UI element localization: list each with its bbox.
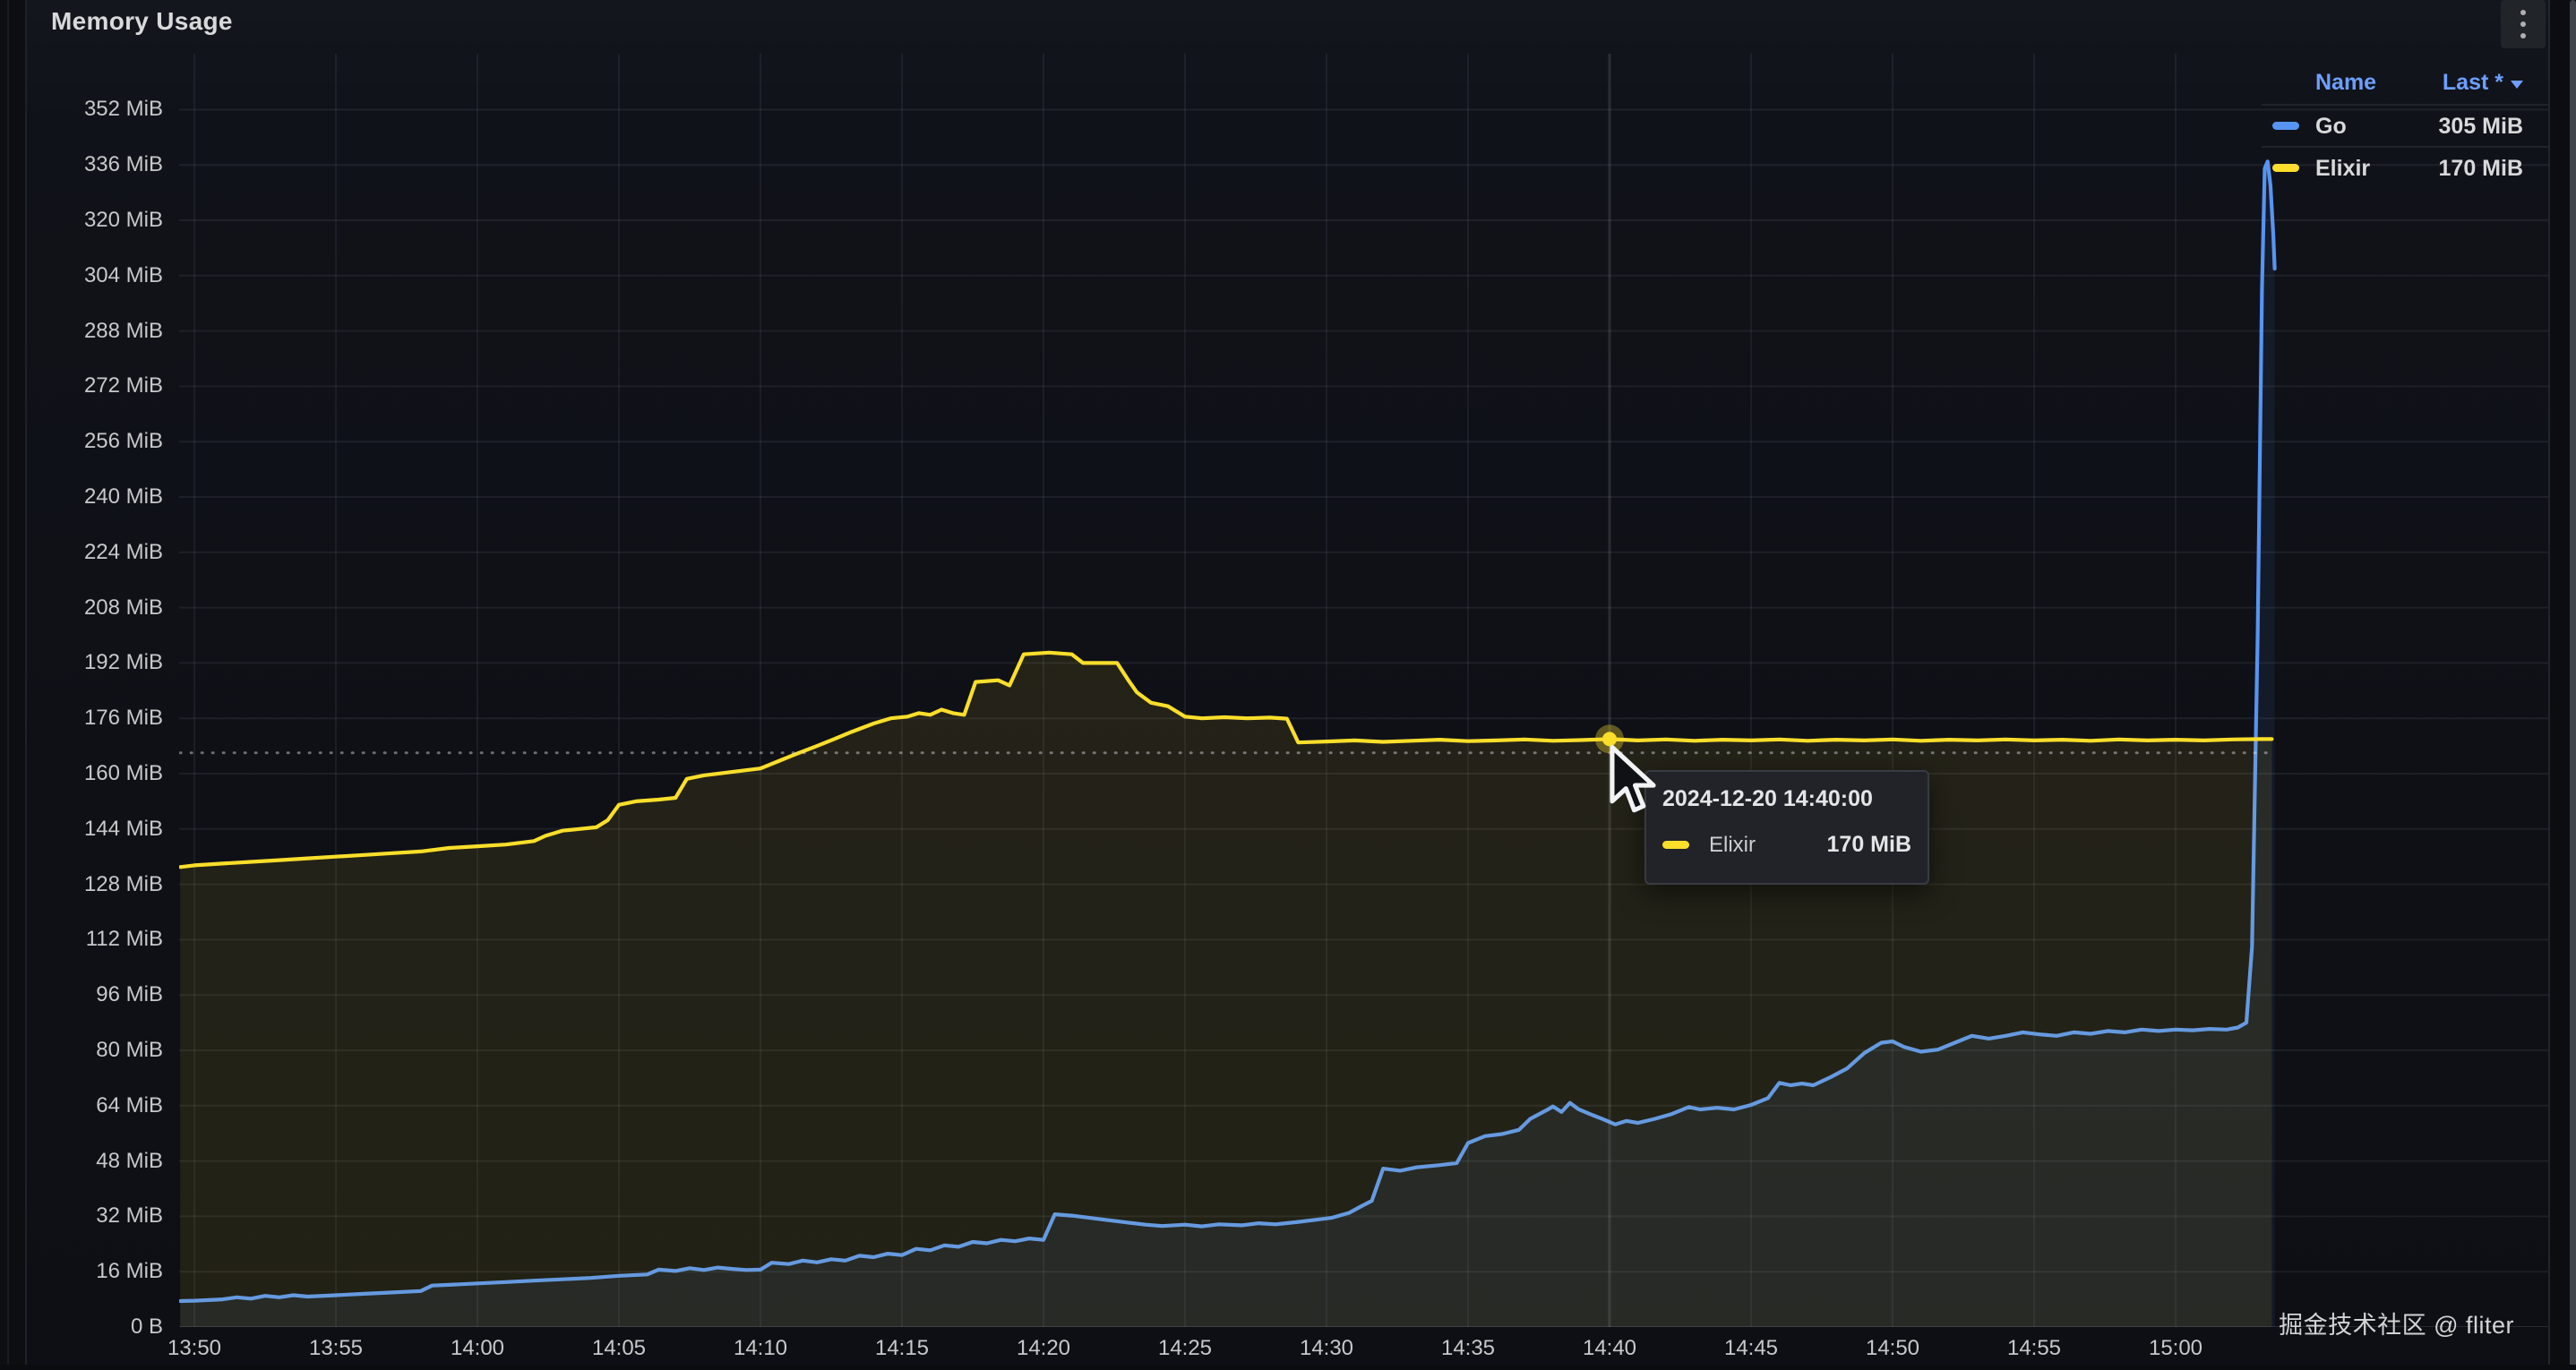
legend-header-last-label: Last * (2442, 70, 2503, 95)
legend-elixir-label: Elixir (2315, 156, 2371, 181)
legend-go-last-value: 305 MiB (2438, 114, 2523, 139)
panel-title: Memory Usage (51, 7, 233, 35)
kebab-menu-icon (2520, 10, 2526, 39)
x-axis-label: 14:25 (1157, 1336, 1213, 1360)
x-axis-label: 14:45 (1723, 1336, 1779, 1360)
x-axis-label: 14:20 (1016, 1336, 1071, 1360)
left-panel-edge (0, 0, 27, 1370)
legend-table: Name Last * Go 305 MiB Elixir 170 MiB (2262, 63, 2548, 188)
y-axis-label: 16 MiB (96, 1259, 163, 1284)
y-axis-label: 176 MiB (83, 706, 163, 731)
y-axis-label: 208 MiB (83, 595, 163, 620)
legend-header-last[interactable]: Last * (2443, 70, 2523, 96)
x-axis-label: 14:40 (1582, 1336, 1637, 1360)
y-axis-label: 224 MiB (83, 539, 163, 564)
y-axis-label: 256 MiB (83, 429, 163, 454)
x-axis-label: 13:50 (167, 1336, 222, 1360)
mouse-cursor-icon (1610, 745, 1656, 813)
legend-item-go[interactable]: Go 305 MiB (2262, 106, 2548, 146)
chart-tooltip: 2024-12-20 14:40:00 Elixir 170 MiB (1644, 770, 1929, 885)
elixir-series-area (180, 652, 2272, 1327)
y-axis-label: 80 MiB (96, 1038, 163, 1062)
tooltip-series-value: 170 MiB (1826, 832, 1911, 857)
legend-header-name[interactable]: Name (2315, 70, 2377, 95)
legend-header: Name Last * (2262, 63, 2548, 104)
y-axis-label: 320 MiB (83, 208, 163, 232)
scrollbar[interactable] (2570, 0, 2576, 1370)
y-axis-label: 48 MiB (96, 1148, 163, 1173)
y-axis-label: 352 MiB (83, 97, 163, 122)
legend-separator (2262, 104, 2548, 106)
x-axis-label: 14:10 (733, 1336, 788, 1360)
go-series-swatch-icon (2272, 122, 2299, 130)
y-axis-label: 64 MiB (96, 1092, 163, 1117)
tooltip-timestamp: 2024-12-20 14:40:00 (1662, 786, 1873, 811)
hover-point (1602, 732, 1617, 747)
x-axis-label: 14:50 (1865, 1336, 1920, 1360)
x-axis-label: 14:05 (591, 1336, 647, 1360)
y-axis-label: 336 MiB (83, 152, 163, 177)
legend-separator (2262, 146, 2548, 148)
right-panel-edge (2548, 0, 2576, 1370)
y-axis-label: 192 MiB (83, 650, 163, 675)
y-axis-label: 304 MiB (83, 262, 163, 287)
watermark: 掘金技术社区 @ fliter (2279, 1312, 2514, 1339)
y-axis-label: 112 MiB (85, 927, 163, 952)
go-series-line (179, 159, 2277, 1304)
y-axis-label: 288 MiB (83, 318, 163, 343)
y-axis-label: 240 MiB (83, 484, 163, 509)
y-axis-label: 144 MiB (83, 816, 163, 841)
memory-usage-panel: Memory Usage Name Last * Go 305 MiB El (27, 0, 2575, 1370)
go-series-area (180, 161, 2275, 1327)
x-axis-label: 15:00 (2148, 1336, 2203, 1360)
y-axis-label: 128 MiB (83, 871, 163, 896)
sort-descending-icon (2511, 81, 2523, 89)
tooltip-series-row: Elixir 170 MiB (1662, 832, 1911, 858)
x-axis-label: 14:30 (1299, 1336, 1354, 1360)
x-axis-label: 14:15 (874, 1336, 930, 1360)
x-axis-label: 14:00 (450, 1336, 505, 1360)
x-axis-label: 14:55 (2006, 1336, 2062, 1360)
panel-bottom-edge (0, 1365, 2576, 1370)
legend-go-label: Go (2315, 114, 2347, 139)
x-axis-label: 13:55 (308, 1336, 364, 1360)
y-axis-label: 272 MiB (83, 373, 163, 398)
y-axis-label: 96 MiB (96, 982, 163, 1007)
legend-elixir-last-value: 170 MiB (2438, 156, 2523, 181)
elixir-series-swatch-icon (1662, 841, 1689, 849)
time-series-chart[interactable] (179, 54, 2575, 1327)
panel-menu-button[interactable] (2501, 0, 2546, 48)
tooltip-series-name: Elixir (1709, 832, 1756, 857)
elixir-series-swatch-icon (2272, 164, 2299, 172)
x-axis-label: 14:35 (1440, 1336, 1496, 1360)
legend-item-elixir[interactable]: Elixir 170 MiB (2262, 148, 2548, 188)
y-axis-label: 32 MiB (96, 1203, 163, 1229)
elixir-series-line (179, 650, 2274, 869)
y-axis-label: 0 B (130, 1314, 163, 1339)
y-axis-label: 160 MiB (83, 761, 163, 785)
